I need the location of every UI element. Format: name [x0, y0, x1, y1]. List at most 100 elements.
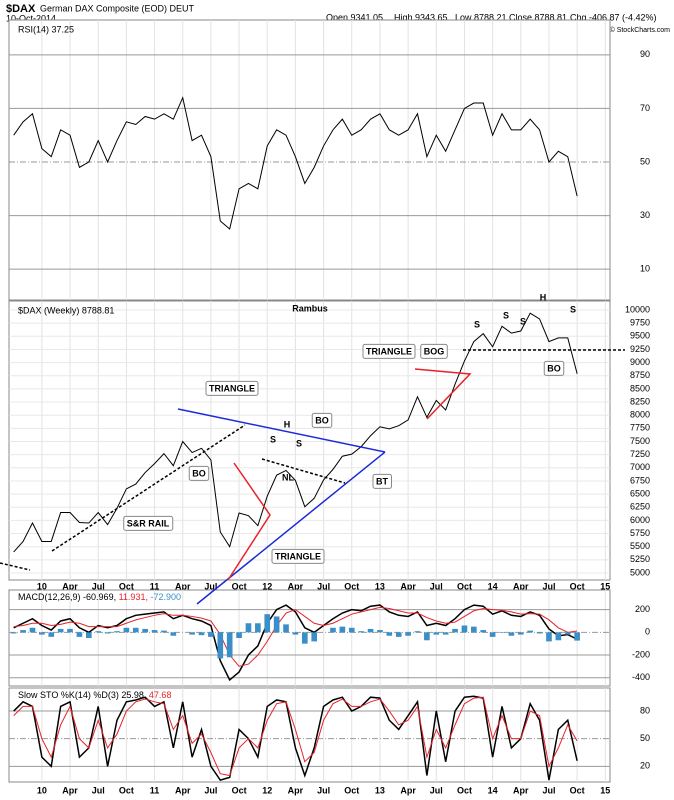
x-tick-label: Apr — [62, 785, 78, 795]
histogram-bar — [414, 631, 421, 633]
panel-title-part: Slow STO %K(14) %D(3) — [18, 690, 119, 700]
rail-stub — [0, 562, 31, 571]
x-tick-label: Oct — [457, 581, 472, 591]
annotation: S — [296, 438, 302, 448]
histogram-bar — [471, 626, 477, 633]
x-tick-label: Oct — [570, 785, 585, 795]
histogram-bar — [114, 631, 120, 633]
y-tick-label: 8000 — [630, 410, 650, 420]
change: Chg -406.87 (-4.42%) — [570, 12, 657, 22]
histogram-bar — [499, 632, 505, 633]
x-tick-label: Jul — [430, 785, 443, 795]
histogram-bar — [264, 614, 271, 633]
y-tick-label: 8500 — [630, 383, 650, 393]
panel-title-part: 11.931, — [119, 592, 148, 602]
x-tick-label: Oct — [457, 785, 472, 795]
y-tick-label: 5750 — [630, 528, 650, 538]
histogram-bar — [10, 632, 17, 634]
histogram-bar — [48, 632, 55, 637]
histogram-bar — [151, 630, 158, 633]
series-line — [13, 312, 578, 553]
annotation: NL — [282, 472, 294, 482]
histogram-bar — [461, 625, 468, 633]
histogram-bar — [564, 632, 571, 635]
y-tick-label: 10 — [640, 264, 650, 274]
histogram-bar — [189, 632, 195, 635]
y-tick-label: 5000 — [630, 567, 650, 577]
y-tick-label: 50 — [640, 733, 650, 743]
histogram-bar — [283, 624, 289, 633]
annotation: BT — [376, 476, 388, 486]
x-tick-label: Jul — [92, 581, 105, 591]
annotation-box — [188, 465, 210, 481]
x-tick-label: Apr — [62, 581, 78, 591]
series-line — [13, 604, 578, 682]
histogram-bar — [86, 632, 92, 638]
panel-title: MACD(12,26,9) -60.969, 11.931, -72.900 — [18, 592, 181, 602]
histogram-bar — [217, 632, 224, 659]
y-tick-label: 80 — [640, 705, 650, 715]
red-triangle-2 — [414, 368, 472, 420]
histogram-bar — [489, 632, 496, 637]
annotation: S — [520, 316, 526, 326]
histogram-bar — [273, 616, 280, 633]
histogram-bar — [76, 632, 83, 637]
annotation: BOG — [424, 346, 445, 356]
panel-frame — [8, 687, 611, 783]
annotation: S — [270, 434, 276, 444]
histogram-bar — [67, 628, 73, 633]
x-tick-label: Apr — [175, 785, 191, 795]
x-tick-label: Oct — [232, 785, 247, 795]
histogram-bar — [358, 631, 364, 633]
annotation-box — [543, 360, 565, 376]
x-tick-label: Oct — [344, 785, 359, 795]
panel-title: RSI(14) 37.25 — [18, 24, 74, 34]
y-tick-label: 9500 — [630, 331, 650, 341]
annotation: BO — [192, 468, 206, 478]
y-tick-label: 5500 — [630, 541, 650, 551]
x-tick-label: 10 — [37, 581, 47, 591]
y-tick-label: 5250 — [630, 554, 650, 564]
histogram-bar — [142, 628, 148, 633]
open: Open 9341.05 — [326, 12, 383, 22]
x-tick-label: Apr — [175, 581, 191, 591]
trendlines — [0, 349, 625, 605]
y-tick-label: 7500 — [630, 436, 650, 446]
x-tick-label: Apr — [288, 581, 304, 591]
sr-rail — [51, 424, 246, 552]
histogram-bar — [452, 628, 458, 633]
x-tick-label: Jul — [204, 785, 217, 795]
panel-title-part: 25.98, — [121, 690, 146, 700]
histogram-bar — [367, 628, 374, 633]
y-tick-label: 0 — [645, 627, 650, 637]
annotation-box — [372, 473, 392, 489]
symbol: $DAX — [6, 3, 36, 15]
histogram-bar — [480, 630, 487, 633]
histogram-bar — [57, 628, 64, 633]
histogram-bar — [339, 626, 346, 633]
neckline — [261, 458, 346, 484]
y-tick-label: 6500 — [630, 488, 650, 498]
annotation: TRIANGLE — [366, 346, 412, 356]
histogram-bar — [536, 632, 543, 634]
x-tick-label: 12 — [262, 581, 272, 591]
close: Close 8788.81 — [509, 12, 567, 22]
histogram-bar — [198, 632, 205, 636]
histogram-bar — [508, 632, 515, 636]
x-tick-label: 13 — [375, 785, 385, 795]
histogram-bar — [255, 623, 261, 633]
panel-frame — [8, 589, 611, 687]
x-tick-label: Jul — [317, 785, 330, 795]
annotation-box — [420, 343, 448, 359]
y-tick-label: 6000 — [630, 515, 650, 525]
y-tick-label: 90 — [640, 49, 650, 59]
panel-frame — [8, 300, 611, 581]
x-tick-label: Oct — [232, 581, 247, 591]
panel-title-part: -60.969, — [83, 592, 116, 602]
annotation: TRIANGLE — [209, 383, 255, 393]
triangle-top — [177, 408, 386, 453]
y-tick-label: 9750 — [630, 318, 650, 328]
histogram-bar — [517, 632, 524, 635]
y-tick-label: 7250 — [630, 449, 650, 459]
